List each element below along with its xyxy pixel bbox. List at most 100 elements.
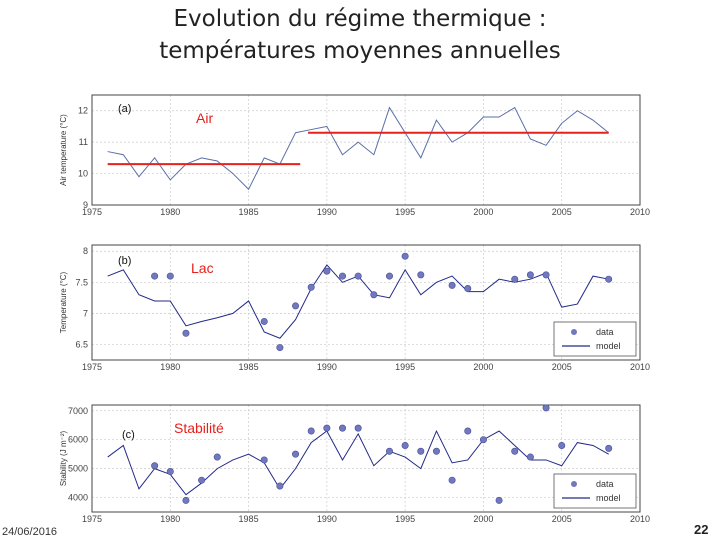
- chart-panel-3: 1975 1980 1985 1990 1995 2000 2005 2010 4000 5000…: [59, 404, 650, 524]
- y-tick-label: 6000: [68, 435, 88, 445]
- data-point: [542, 271, 550, 279]
- data-point: [339, 424, 347, 432]
- air-temperature-line: [107, 106, 609, 191]
- legend-data-marker: [571, 329, 577, 335]
- y-tick-label: 5000: [68, 464, 88, 474]
- y-tick-label: 7.5: [75, 277, 88, 287]
- x-tick-label: 1985: [239, 362, 259, 372]
- panel-label: (c): [122, 429, 135, 441]
- data-point: [276, 344, 284, 352]
- y-tick-label: 10: [78, 169, 88, 179]
- data-point: [401, 441, 409, 449]
- panel-annotation: Stabilité: [174, 420, 224, 436]
- data-point: [401, 252, 409, 260]
- data-point: [385, 272, 393, 280]
- y-axis-label: Temperature (°C): [59, 271, 68, 333]
- data-point: [479, 436, 487, 444]
- x-tick-label: 1985: [239, 514, 259, 524]
- x-tick-label: 1990: [317, 514, 337, 524]
- data-point: [464, 285, 472, 293]
- y-axis-label: Air temperature (°C): [59, 114, 68, 186]
- x-tick-label: 1995: [395, 514, 415, 524]
- footer-date: 24/06/2016: [2, 526, 58, 538]
- data-point: [432, 447, 440, 455]
- x-tick-label: 1980: [160, 514, 180, 524]
- chart-panel-1: 1975 1980 1985 1990 1995 2000 2005 2010 9 10 11 12 A…: [59, 94, 650, 217]
- data-point: [526, 271, 534, 279]
- data-point: [323, 424, 331, 432]
- data-point: [260, 317, 268, 325]
- x-tick-label: 2005: [552, 362, 572, 372]
- data-point: [276, 482, 284, 490]
- data-point: [605, 444, 613, 452]
- data-point: [182, 329, 190, 337]
- x-tick-label: 1980: [160, 207, 180, 217]
- legend: data model: [553, 473, 637, 509]
- data-point: [151, 272, 159, 280]
- data-point: [307, 283, 315, 291]
- y-tick-label: 12: [78, 106, 88, 116]
- data-point: [166, 272, 174, 280]
- legend-data-label: data: [596, 479, 614, 489]
- legend-data-label: data: [596, 327, 614, 337]
- data-point: [260, 456, 268, 464]
- legend-model-label: model: [596, 493, 621, 503]
- data-point: [511, 447, 519, 455]
- x-tick-label: 2000: [473, 514, 493, 524]
- slide-title-line2: températures moyennes annuelles: [159, 38, 561, 64]
- data-point: [605, 275, 613, 283]
- x-tick-label: 2010: [630, 207, 650, 217]
- legend-model-label: model: [596, 341, 621, 351]
- x-tick-label: 2010: [630, 362, 650, 372]
- y-tick-label: 11: [79, 137, 88, 147]
- data-point: [448, 281, 456, 289]
- data-point: [464, 427, 472, 435]
- data-point: [323, 267, 331, 275]
- data-point: [385, 447, 393, 455]
- data-point: [354, 424, 362, 432]
- y-tick-label: 7: [83, 308, 88, 318]
- x-tick-label: 2000: [473, 207, 493, 217]
- data-point: [292, 302, 300, 310]
- x-tick-label: 1975: [82, 207, 102, 217]
- data-point: [292, 450, 300, 458]
- x-tick-label: 1985: [239, 207, 259, 217]
- plot-frame: [91, 244, 641, 361]
- data-point: [417, 447, 425, 455]
- x-tick-label: 1975: [82, 514, 102, 524]
- data-point: [339, 272, 347, 280]
- page-number: 22: [694, 522, 709, 537]
- x-tick-label: 2005: [552, 207, 572, 217]
- data-point: [166, 468, 174, 476]
- x-tick-label: 2000: [473, 362, 493, 372]
- data-point: [354, 272, 362, 280]
- panel-label: (b): [118, 255, 131, 267]
- data-point: [213, 453, 221, 461]
- panel-annotation: Air: [196, 110, 213, 126]
- panel-annotation: Lac: [191, 260, 214, 276]
- data-point: [511, 275, 519, 283]
- plot-frame: [91, 94, 641, 206]
- data-point: [307, 427, 315, 435]
- legend-box: [553, 473, 637, 509]
- y-tick-label: 7000: [68, 406, 88, 416]
- data-point: [558, 441, 566, 449]
- data-point: [182, 496, 190, 504]
- slide-title-line1: Evolution du régime thermique :: [173, 6, 547, 32]
- data-point: [495, 496, 503, 504]
- x-tick-label: 1975: [82, 362, 102, 372]
- panel-label: (a): [118, 103, 131, 115]
- y-tick-label: 6.5: [75, 339, 88, 349]
- x-tick-label: 1995: [395, 362, 415, 372]
- x-tick-label: 2010: [630, 514, 650, 524]
- y-tick-label: 9: [83, 200, 88, 210]
- data-point: [542, 404, 550, 412]
- x-tick-label: 1990: [317, 207, 337, 217]
- legend: data model: [553, 321, 637, 357]
- x-tick-label: 1990: [317, 362, 337, 372]
- data-point: [417, 271, 425, 279]
- data-point: [370, 291, 378, 299]
- legend-data-marker: [571, 481, 577, 487]
- y-axis-label: Stability (J m⁻²): [59, 431, 68, 487]
- plot-frame: [91, 404, 641, 513]
